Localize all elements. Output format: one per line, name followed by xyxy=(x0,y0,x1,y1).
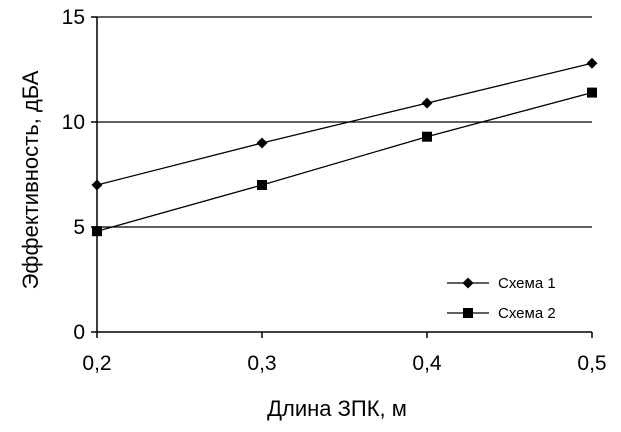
x-tick-label-2: 0,4 xyxy=(412,352,442,375)
series-2-point-2 xyxy=(422,131,432,142)
y-tick-label-2: 10 xyxy=(62,111,85,134)
legend-label-2: Схема 2 xyxy=(498,305,556,322)
y-tick-label-0: 0 xyxy=(73,321,85,344)
series-2-line xyxy=(96,91,593,232)
x-tick-labels: 0,2 0,3 0,4 0,5 xyxy=(82,352,606,375)
series-layer xyxy=(91,57,598,237)
y-axis-title: Эффективность, дБА xyxy=(18,70,43,289)
axes xyxy=(91,16,593,338)
y-tick-label-3: 15 xyxy=(62,6,85,29)
legend: Схема 1 Схема 2 xyxy=(447,275,556,322)
y-tick-labels: 0 5 10 15 xyxy=(62,6,85,344)
legend-marker-2 xyxy=(463,308,473,318)
series-1-point-3 xyxy=(586,57,598,69)
x-tick-label-0: 0,2 xyxy=(82,352,111,375)
legend-marker-1 xyxy=(462,277,474,289)
series-1-line xyxy=(96,62,593,186)
y-tick-label-1: 5 xyxy=(73,216,85,239)
x-tick-label-1: 0,3 xyxy=(247,352,276,375)
x-axis-title: Длина ЗПК, м xyxy=(267,396,407,421)
series-1 xyxy=(91,57,598,191)
x-tick-label-3: 0,5 xyxy=(577,352,606,375)
series-2-point-1 xyxy=(257,180,267,190)
series-2 xyxy=(92,87,597,237)
gridlines xyxy=(97,16,592,228)
series-1-point-1 xyxy=(256,137,268,149)
series-2-point-3 xyxy=(587,87,597,98)
legend-item-2: Схема 2 xyxy=(447,305,556,322)
series-1-point-2 xyxy=(421,97,433,109)
legend-item-1: Схема 1 xyxy=(447,275,556,292)
legend-label-1: Схема 1 xyxy=(498,275,556,292)
